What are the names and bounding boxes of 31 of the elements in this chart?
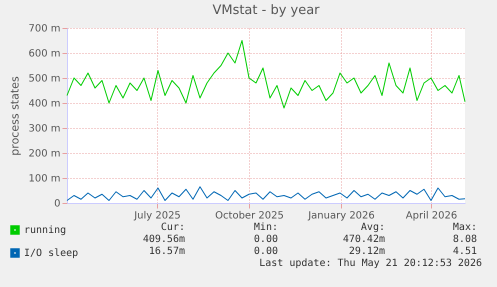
y-tick-label: 0 — [54, 198, 60, 210]
y-tick-label: 300 m — [28, 124, 60, 134]
text: 16.57m — [148, 246, 185, 257]
x-tick-label: April 2026 — [406, 210, 458, 222]
text: Cur: — [160, 222, 185, 233]
text: Avg: — [360, 222, 385, 233]
x-tick-label: January 2026 — [307, 210, 375, 222]
text: Min: — [254, 222, 278, 233]
text: Last update: Thu May 21 20:12:53 2026 — [259, 258, 482, 269]
y-tick-label: 200 m — [28, 148, 60, 160]
text: 8.08 — [452, 234, 477, 245]
text: Max: — [452, 222, 477, 233]
line-series — [66, 40, 466, 108]
chart-title: VMstat - by year — [212, 3, 320, 18]
text: 0.00 — [254, 246, 278, 257]
y-tick-label: 400 m — [28, 98, 60, 110]
text: 29.12m — [348, 246, 385, 257]
x-tick-label: October 2025 — [215, 210, 284, 222]
line-series — [66, 186, 466, 201]
y-tick-label: 500 m — [28, 74, 60, 84]
y-tick-label: 700 m — [28, 24, 60, 34]
text: 470.42m — [342, 234, 385, 245]
legend-label: I/O sleep — [24, 248, 78, 259]
text: 4.51 — [452, 246, 477, 257]
text: 409.56m — [142, 234, 185, 245]
text: 0.00 — [254, 234, 278, 245]
y-axis-title: process states — [8, 76, 22, 156]
x-tick-label: July 2025 — [133, 210, 181, 222]
y-tick-label: 100 m — [28, 174, 60, 184]
y-tick-label: 600 m — [28, 48, 60, 60]
legend-label: running — [24, 225, 66, 236]
